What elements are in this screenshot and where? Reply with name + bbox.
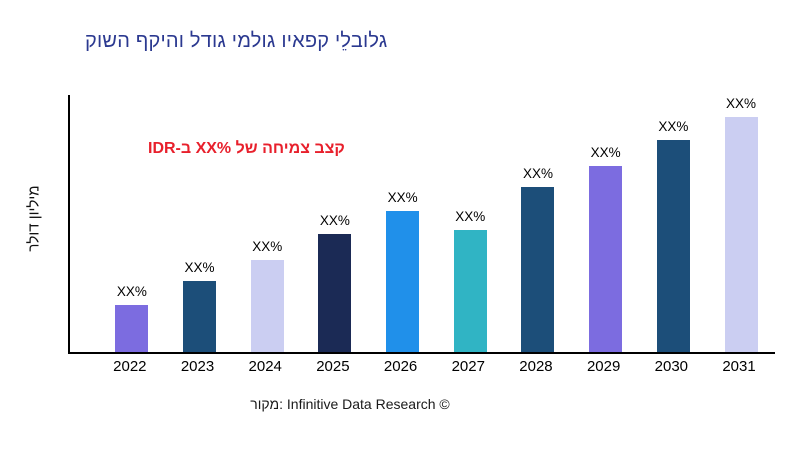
bar-group-2022: XX% [98, 95, 165, 352]
bar-group-2023: XX% [166, 95, 233, 352]
bar-group-2024: XX% [234, 95, 301, 352]
x-tick-2029: 2029 [586, 358, 621, 375]
source-caption: רוקמ: Infinitive Data Research © [250, 396, 450, 412]
bar [318, 234, 352, 352]
x-axis-tick-labels: 2022 2023 2024 2025 2026 2027 2028 2029 2030 2031 [68, 358, 773, 375]
bar-group-2030: XX% [640, 95, 707, 352]
bar [656, 140, 690, 352]
x-tick-2023: 2023 [180, 358, 215, 375]
bar [386, 211, 420, 352]
bar-value-label: XX% [184, 260, 215, 275]
x-tick-2022: 2022 [113, 358, 147, 375]
bar-value-label: XX% [522, 166, 553, 181]
bar-value-label: XX% [319, 213, 350, 228]
bar-value-label: XX% [590, 145, 621, 160]
chart-title: קושה ףקיהו לדוג ימלוג ויאפק ילֵבולג [85, 30, 388, 52]
bar-group-2027: XX% [437, 95, 504, 352]
bar [589, 166, 623, 352]
bar-group-2031: XX% [708, 95, 775, 352]
bar-group-2026: XX% [369, 95, 436, 352]
y-axis-label: רלוד ןוילימ [25, 185, 43, 252]
bar-value-label: XX% [116, 284, 147, 299]
plot-area: XX% XX% XX% XX% XX% XX% XX% XX% XX% XX% [68, 95, 775, 354]
bar [521, 187, 555, 352]
bar [183, 281, 217, 352]
x-tick-2028: 2028 [519, 358, 553, 375]
bar-value-label: XX% [455, 209, 486, 224]
x-tick-2024: 2024 [248, 358, 282, 375]
x-tick-2030: 2030 [654, 358, 689, 375]
bar [724, 117, 758, 352]
bar [250, 260, 284, 352]
bar-value-label: XX% [658, 119, 689, 134]
bar-group-2028: XX% [504, 95, 571, 352]
bar-group-2025: XX% [301, 95, 368, 352]
bar [453, 230, 487, 352]
x-tick-2031: 2031 [722, 358, 756, 375]
bar [115, 305, 149, 352]
x-tick-2026: 2026 [383, 358, 418, 375]
bar-group-2029: XX% [572, 95, 639, 352]
bars-container: XX% XX% XX% XX% XX% XX% XX% XX% XX% XX% [70, 95, 775, 352]
x-tick-2025: 2025 [316, 358, 350, 375]
x-tick-2027: 2027 [451, 358, 485, 375]
bar-value-label: XX% [252, 239, 283, 254]
bar-value-label: XX% [387, 190, 418, 205]
growth-rate-annotation: IDR-ב XX% לש החימצ בצק [148, 140, 345, 157]
bar-value-label: XX% [726, 96, 757, 111]
